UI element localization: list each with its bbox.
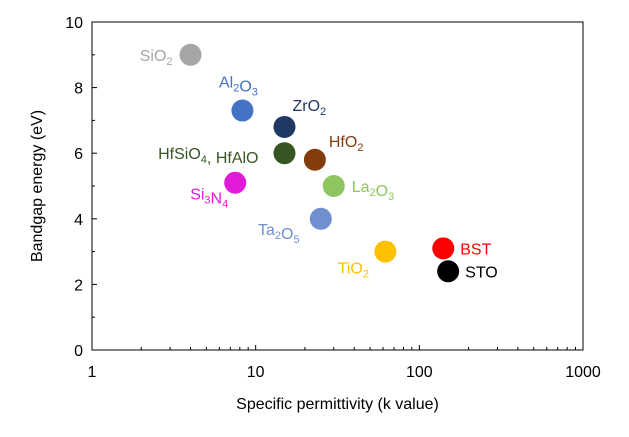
x-tick-label: 1 bbox=[88, 364, 97, 381]
label-si3n4: Si3N4 bbox=[190, 187, 228, 211]
axes: 0 2 4 6 8 10 1 10 100 1000 bbox=[65, 15, 601, 381]
label-tio2: TiO2 bbox=[338, 261, 369, 281]
point-tio2 bbox=[374, 240, 397, 263]
point-sto bbox=[437, 260, 460, 283]
y-tick-label: 8 bbox=[74, 81, 83, 98]
y-tick-label: 6 bbox=[74, 146, 83, 163]
point-hfsio4 bbox=[273, 142, 296, 165]
point-hfo2 bbox=[303, 148, 326, 171]
data-points bbox=[179, 43, 460, 283]
point-zro2 bbox=[273, 115, 296, 138]
label-bst: BST bbox=[460, 241, 491, 258]
y-tick-label: 0 bbox=[74, 343, 83, 360]
y-tick-label: 2 bbox=[74, 277, 83, 294]
label-zro2: ZrO2 bbox=[292, 98, 326, 118]
x-tick-label: 1000 bbox=[565, 364, 601, 381]
point-al2o3 bbox=[231, 99, 254, 122]
point-labels: SiO2 Al2O3 ZrO2 HfSiO4, HfAlO HfO2 Si3N4 La2O3… bbox=[140, 48, 498, 281]
point-bst bbox=[432, 237, 455, 260]
label-al2o3: Al2O3 bbox=[219, 75, 258, 99]
y-axis-title: Bandgap energy (eV) bbox=[29, 110, 46, 262]
x-axis-title: Specific permittivity (k value) bbox=[236, 396, 439, 413]
y-tick-label: 4 bbox=[74, 212, 83, 229]
label-sto: STO bbox=[465, 264, 498, 281]
label-hfo2: HfO2 bbox=[329, 134, 364, 154]
label-la2o3: La2O3 bbox=[352, 179, 395, 203]
point-sio2 bbox=[179, 43, 202, 66]
label-hfsio4: HfSiO4, HfAlO bbox=[158, 146, 258, 167]
y-tick-label: 10 bbox=[65, 15, 83, 32]
label-sio2: SiO2 bbox=[140, 48, 173, 68]
x-tick-label: 10 bbox=[247, 364, 265, 381]
point-si3n4 bbox=[224, 171, 247, 194]
point-la2o3 bbox=[322, 175, 345, 197]
label-ta2o5: Ta2O5 bbox=[258, 222, 300, 246]
x-tick-label: 100 bbox=[406, 364, 433, 381]
point-ta2o5 bbox=[309, 207, 332, 230]
